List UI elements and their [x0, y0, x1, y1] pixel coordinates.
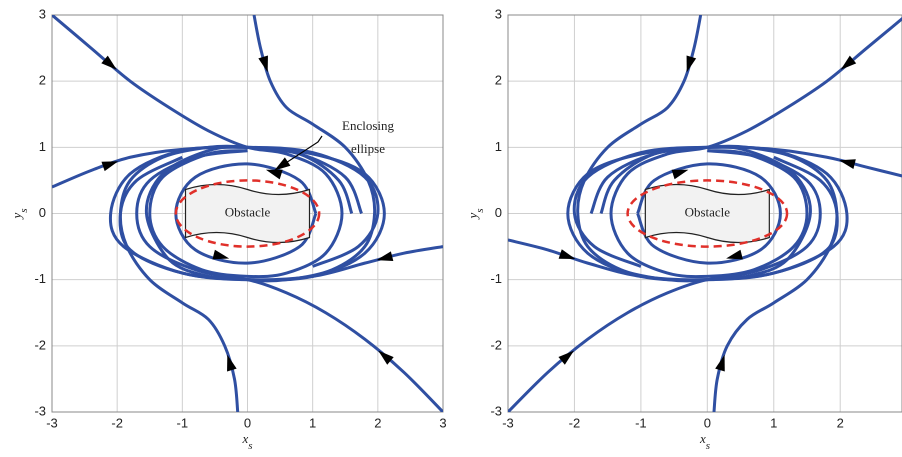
y-tick-label: 1: [39, 139, 46, 154]
y-tick-label: -1: [490, 271, 502, 286]
arrowhead: [687, 56, 697, 73]
y-tick-label: -2: [490, 337, 502, 352]
arrowhead: [672, 170, 689, 180]
y-tick-label: -3: [34, 403, 46, 418]
x-tick-label: 3: [439, 415, 446, 430]
arrowhead: [227, 355, 237, 372]
plot: -3 -2 -1 0 1 2 3 -3 -2 -1 0 1 2 3 xs ys Obstacle Enclosin…: [9, 6, 447, 451]
x-tick-label: -3: [46, 415, 58, 430]
x-tick-label: 0: [244, 415, 251, 430]
obstacle-label: Obstacle: [685, 204, 731, 219]
y-tick-label: 1: [495, 139, 502, 154]
y-axis-label-sub: s: [474, 208, 486, 212]
x-tick-label: -1: [635, 415, 647, 430]
y-tick-label: -3: [490, 403, 502, 418]
y-tick-label: 2: [495, 73, 502, 88]
y-axis-label: ys: [465, 208, 486, 220]
x-tick-label: 2: [374, 415, 381, 430]
y-tick-label: 2: [39, 73, 46, 88]
arrowhead: [212, 250, 229, 260]
x-tick-label: -3: [502, 415, 514, 430]
x-axis-label: xs: [241, 431, 252, 452]
y-axis-label: ys: [9, 208, 30, 220]
annotation: ellipse: [351, 141, 385, 156]
x-tick-label: 1: [770, 415, 777, 430]
obstacle-label: Obstacle: [225, 204, 271, 219]
y-tick-label: -1: [34, 271, 46, 286]
arrowhead: [726, 250, 743, 260]
x-tick-label: 0: [704, 415, 711, 430]
y-tick-label: 0: [495, 205, 502, 220]
plot: -3 -2 -1 0 1 2 -3 -2 -1 0 1 2 3 xs ys Obstacle: [465, 6, 902, 451]
y-axis-label-sub: s: [18, 208, 30, 212]
x-tick-label: -2: [111, 415, 123, 430]
x-axis-label: xs: [699, 431, 710, 452]
x-tick-label: 1: [309, 415, 316, 430]
arrowhead: [559, 249, 576, 259]
y-tick-label: 3: [39, 6, 46, 21]
figure: -3 -2 -1 0 1 2 3 -3 -2 -1 0 1 2 3 xs ys Obstacle Enclosin…: [0, 0, 902, 457]
annotation: Enclosing: [342, 118, 394, 133]
x-tick-label: -1: [177, 415, 189, 430]
arrowhead: [101, 161, 118, 171]
arrowhead: [274, 157, 290, 170]
y-tick-label: -2: [34, 337, 46, 352]
y-tick-label: 0: [39, 205, 46, 220]
arrowhead: [377, 251, 394, 261]
x-axis-label-sub: s: [248, 440, 252, 452]
y-tick-label: 3: [495, 6, 502, 21]
x-tick-label: -2: [569, 415, 581, 430]
arrowhead: [839, 159, 856, 169]
x-axis-label-sub: s: [706, 440, 710, 452]
arrowhead: [258, 56, 268, 73]
arrowhead: [715, 355, 725, 372]
x-tick-label: 2: [837, 415, 844, 430]
